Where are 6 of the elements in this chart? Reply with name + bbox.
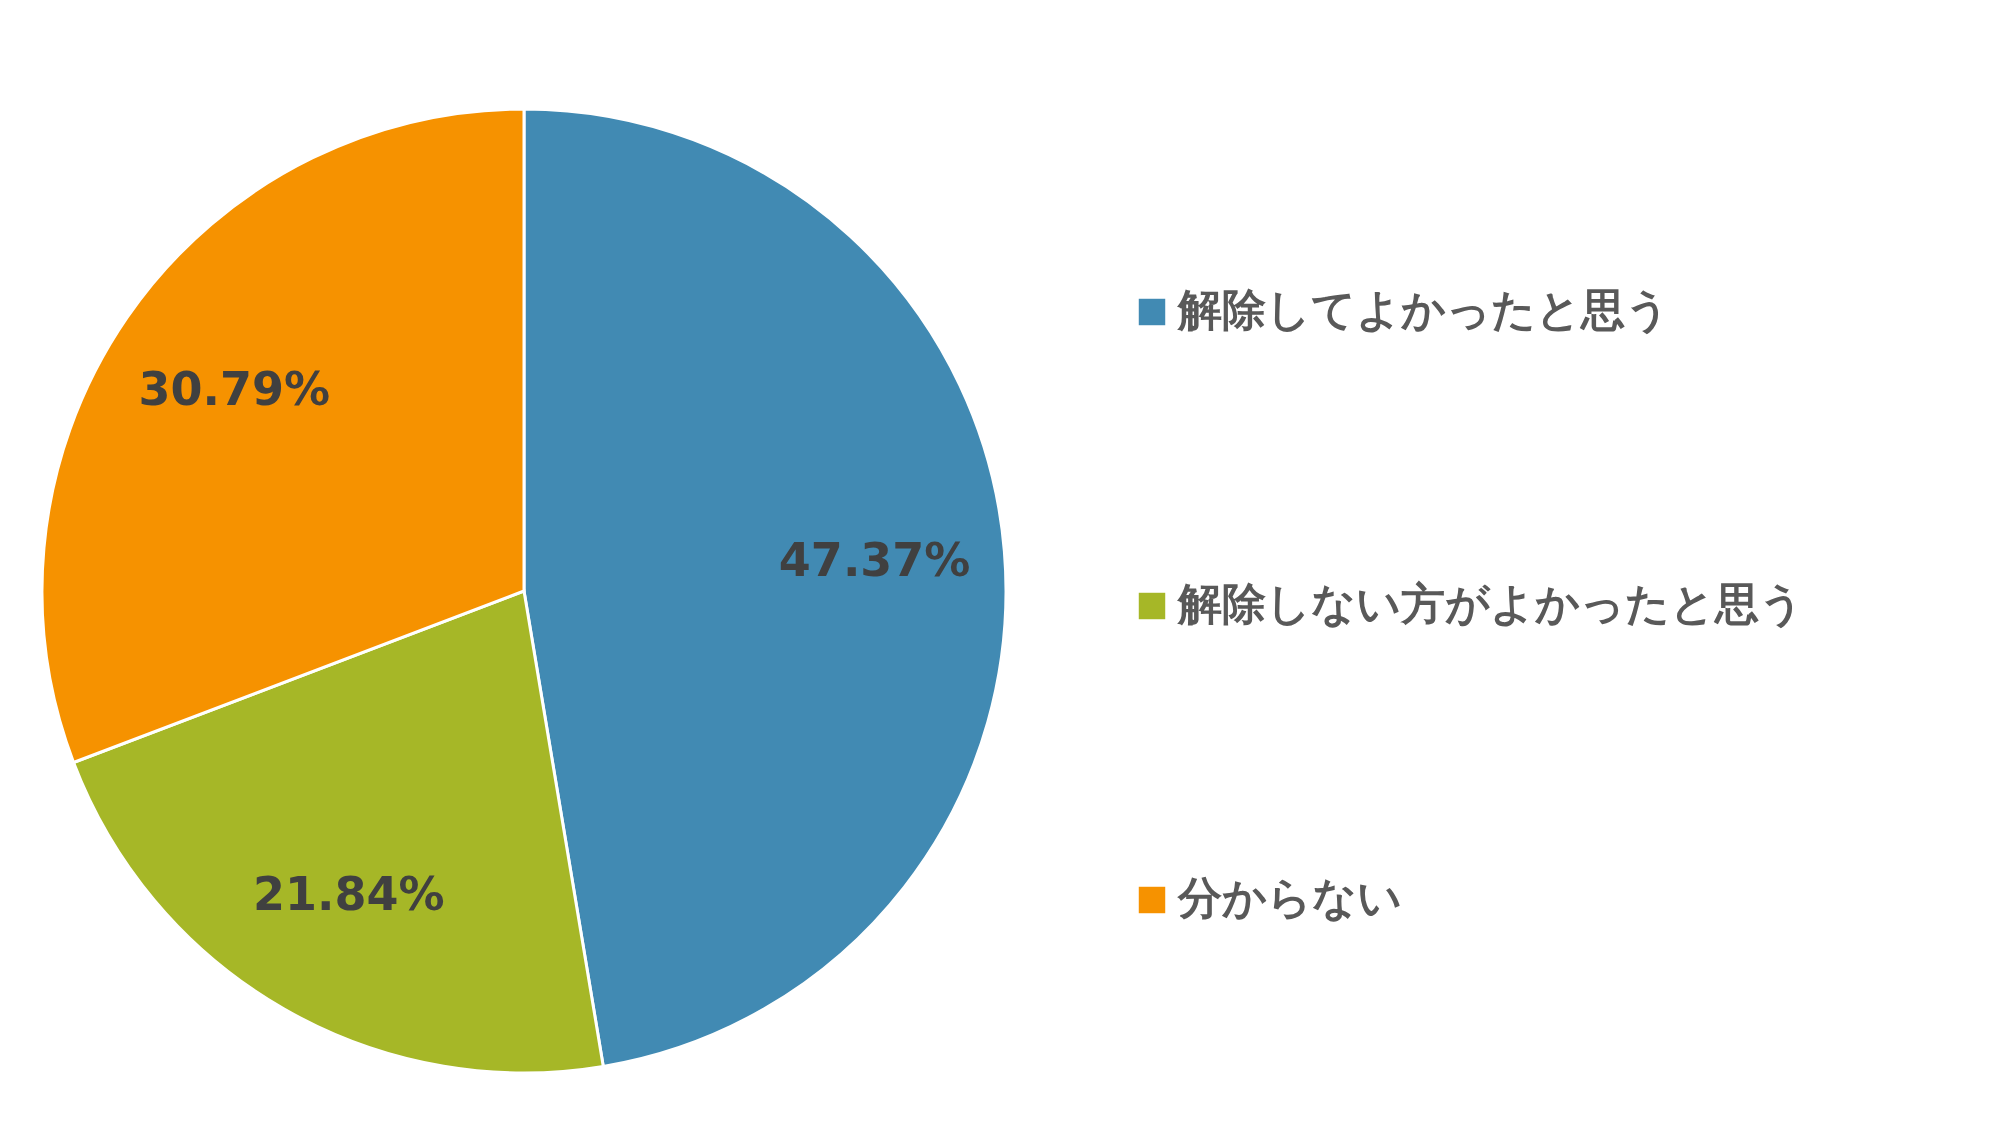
data-label: 30.79% — [138, 362, 331, 417]
data-label: 21.84% — [253, 867, 445, 922]
data-label: 47.37% — [778, 532, 971, 587]
legend-label: 分からない — [1177, 872, 1402, 923]
legend-label: 解除しない方がよかったと思う — [1177, 578, 1804, 629]
legend-label: 解除してよかったと思う — [1177, 284, 1670, 335]
